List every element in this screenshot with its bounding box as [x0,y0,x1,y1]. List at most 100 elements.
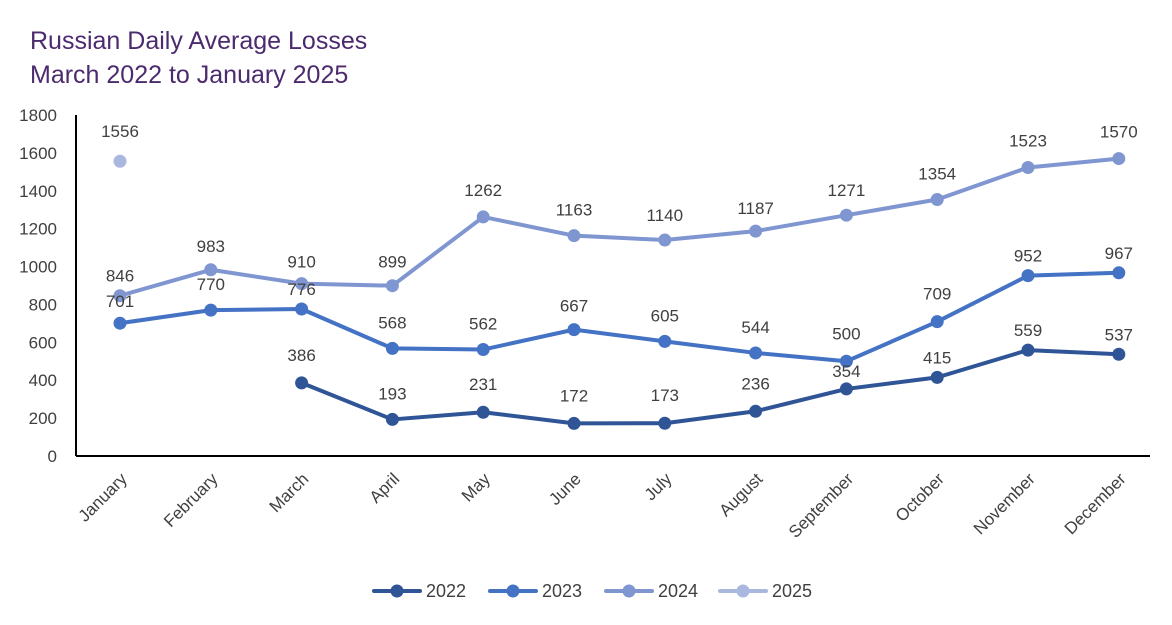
data-label-2023-september: 500 [832,324,860,343]
data-label-2024-october: 1354 [918,164,956,183]
y-tick-label-1000: 1000 [19,258,57,277]
legend-item-2024: 2024 [604,581,698,601]
y-tick-label-1600: 1600 [19,144,57,163]
y-tick-label-1400: 1400 [19,182,57,201]
data-label-2022-june: 172 [560,386,588,405]
data-point-2025-january [113,154,127,168]
data-label-2023-june: 667 [560,297,588,316]
legend-swatch-marker-2023 [506,584,520,598]
x-tick-label-november: November [970,469,1039,538]
data-label-2025-january: 1556 [101,122,139,141]
legend-item-2025: 2025 [718,581,812,601]
x-tick-label-june: June [545,469,585,509]
legend-item-2022: 2022 [372,581,466,601]
y-tick-label-600: 600 [29,333,57,352]
data-label-2022-march: 386 [287,346,315,365]
data-label-2024-december: 1570 [1100,123,1138,142]
legend-label-2023: 2023 [542,581,582,601]
data-label-2022-november: 559 [1014,321,1042,340]
x-tick-label-july: July [641,469,676,504]
legend-swatch-marker-2024 [622,584,636,598]
y-tick-label-1800: 1800 [19,106,57,125]
data-point-2024-january [113,289,127,303]
chart-subtitle: March 2022 to January 2025 [30,61,349,89]
data-label-2023-october: 709 [923,285,951,304]
data-label-2022-july: 173 [651,386,679,405]
x-tick-label-october: October [892,469,948,525]
data-point-2023-october [930,315,944,329]
data-label-2024-september: 1271 [827,181,865,200]
data-label-2024-june: 1163 [556,201,593,220]
data-point-2023-february [204,303,218,317]
data-label-2024-july: 1140 [647,206,684,225]
data-point-2023-march [295,302,309,316]
data-label-2023-december: 967 [1105,244,1133,263]
chart-title-block: Russian Daily Average Losses March 2022 … [30,24,367,92]
data-point-2022-november [1021,343,1035,357]
x-tick-label-may: May [458,469,494,505]
data-label-2023-january: 701 [106,292,134,311]
data-label-2024-april: 899 [378,253,406,272]
data-point-2024-august [749,224,763,238]
data-point-2024-april [385,279,399,293]
data-label-2023-august: 544 [741,318,769,337]
y-tick-label-800: 800 [29,295,57,314]
chart-title: Russian Daily Average Losses [30,27,368,55]
data-point-2024-december [1112,152,1126,166]
data-point-2023-june [567,323,581,337]
y-tick-label-400: 400 [29,371,57,390]
legend-label-2022: 2022 [426,581,466,601]
data-point-2024-september [839,208,853,222]
data-point-2024-november [1021,160,1035,174]
x-tick-label-september: September [785,469,857,541]
data-label-2024-february: 983 [197,237,225,256]
data-labels: 386 193 231 172 173 236 354 415 559 537 701 770 776 5… [101,122,1138,405]
legend-label-2025: 2025 [772,581,812,601]
data-label-2023-may: 562 [469,315,497,334]
data-point-2022-april [385,412,399,426]
x-tick-label-december: December [1061,469,1130,538]
y-tick-label-1200: 1200 [19,220,57,239]
data-label-2023-february: 770 [197,275,225,294]
data-label-2023-april: 568 [378,313,406,332]
data-point-2023-july [658,334,672,348]
data-label-2024-january: 846 [106,267,134,286]
chart-series [113,152,1126,430]
y-axis-ticks: 0 200 400 600 800 1000 1200 1400 1600 1800 [19,106,57,466]
data-label-2024-march: 910 [287,253,315,272]
series-line-2023 [118,270,1121,364]
data-label-2023-november: 952 [1014,247,1042,266]
x-tick-label-august: August [716,469,767,520]
chart-axes [75,115,1150,457]
legend-label-2024: 2024 [658,581,698,601]
data-label-2022-april: 193 [378,384,406,403]
x-tick-label-february: February [160,469,222,531]
legend-swatch-marker-2025 [736,584,750,598]
data-point-2024-february [204,263,218,277]
data-label-2022-december: 537 [1105,325,1133,344]
data-point-2023-november [1021,269,1035,283]
x-tick-label-january: January [75,469,132,526]
data-label-2022-may: 231 [469,375,497,394]
x-axis-ticks: January February March April May June July Augu… [75,469,1130,542]
legend-item-2023: 2023 [488,581,582,601]
data-point-2023-april [385,341,399,355]
data-point-2023-august [749,346,763,360]
x-tick-label-april: April [366,469,403,506]
series-line-2022 [299,348,1121,426]
y-tick-label-200: 200 [29,409,57,428]
series-line-2024 [118,156,1121,298]
data-point-2023-january [113,316,127,330]
data-point-2023-may [476,343,490,357]
data-label-2022-august: 236 [741,374,769,393]
data-point-2023-december [1112,266,1126,280]
data-point-2022-may [476,405,490,419]
data-label-2022-october: 415 [923,348,951,367]
data-point-2024-july [658,233,672,247]
data-point-2024-october [930,192,944,206]
data-point-2022-september [839,382,853,396]
data-point-2022-october [930,370,944,384]
data-point-2022-july [658,416,672,430]
